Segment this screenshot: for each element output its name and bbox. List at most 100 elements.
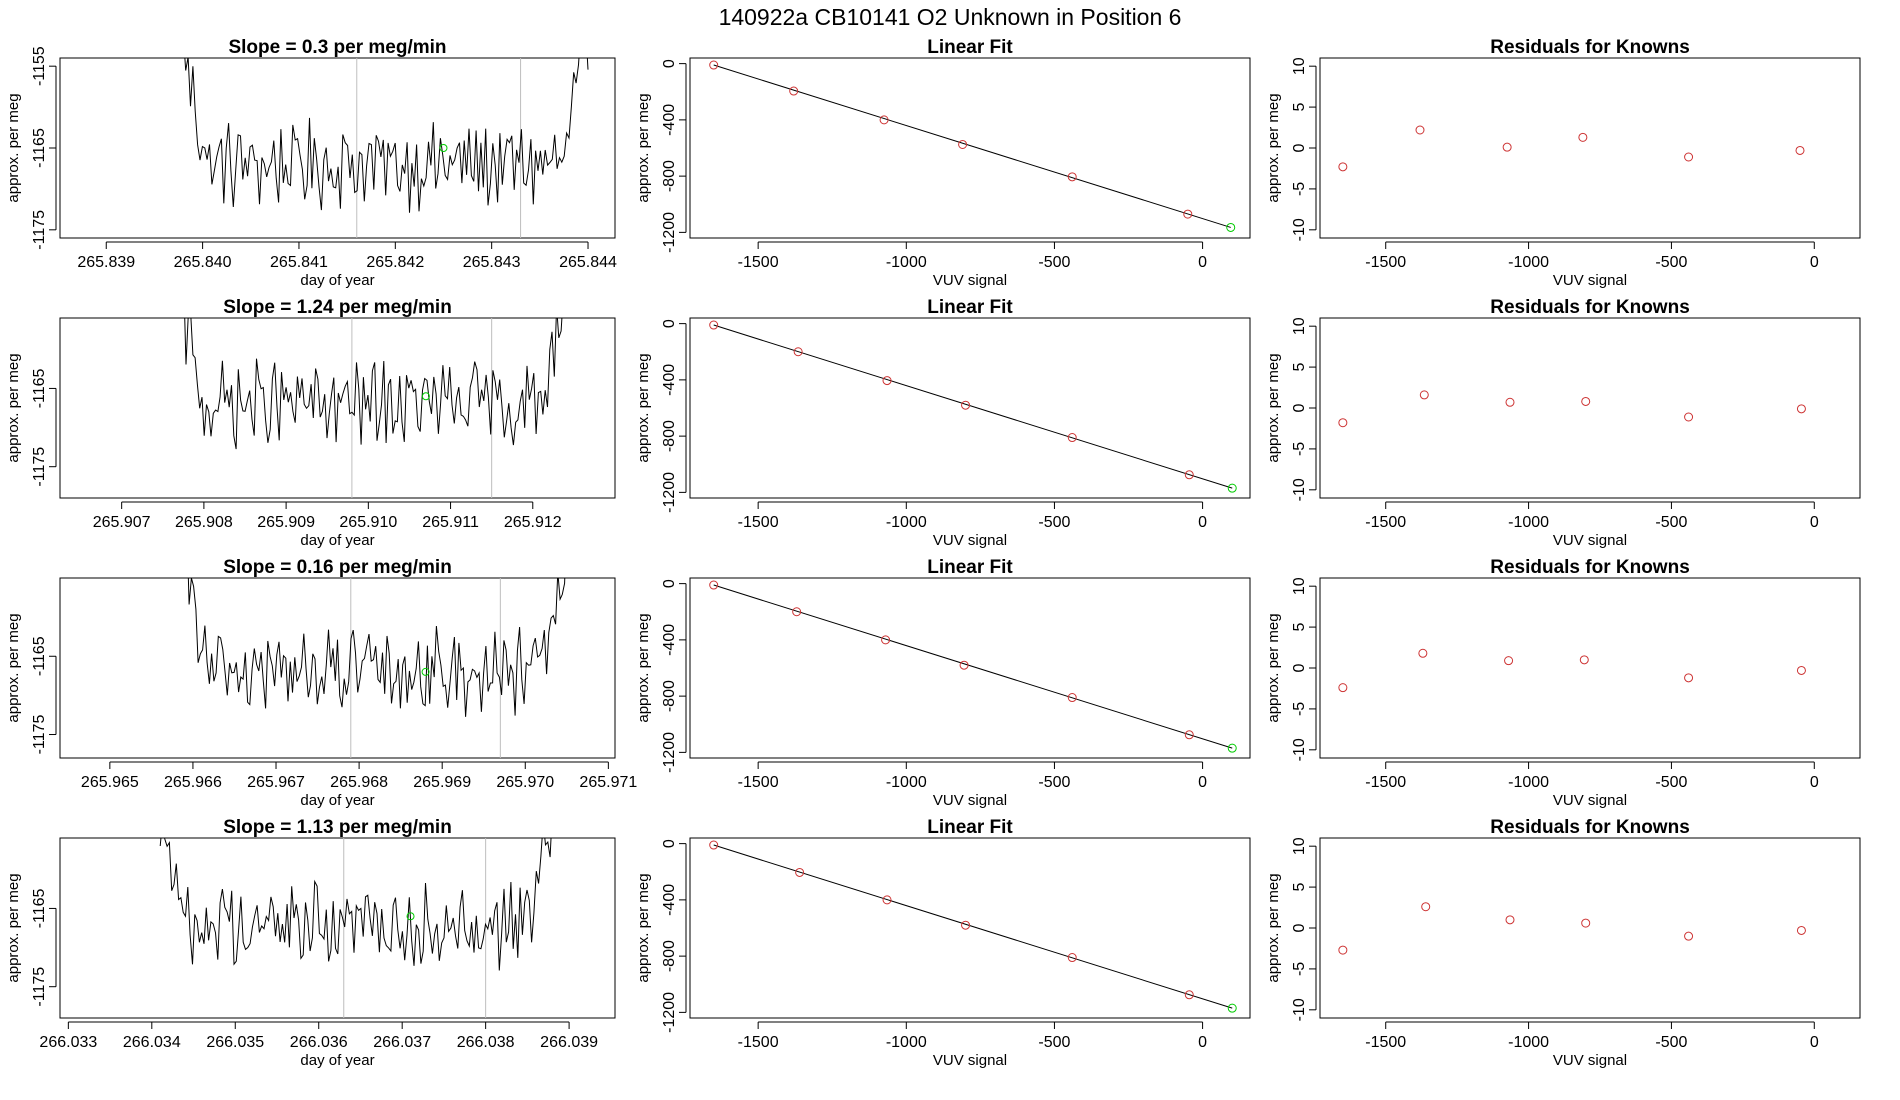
plot-area (709, 580, 1237, 753)
x-tick-label: -500 (1038, 774, 1070, 791)
known-point (1684, 152, 1694, 162)
x-tick-label: 265.839 (77, 254, 135, 271)
known-point (1505, 915, 1515, 925)
known-point (1418, 648, 1428, 658)
y-tick-label: 0 (1291, 403, 1308, 412)
known-point (793, 347, 803, 357)
x-axis-label: VUV signal (933, 532, 1007, 549)
y-axis-label: approx. per meg (635, 353, 652, 462)
y-axis-label: approx. per meg (5, 93, 22, 202)
known-point (961, 920, 971, 930)
chart-fit4: Linear Fit -1500 -1000 -500 0 VUV signal 0 -400… (635, 817, 1251, 1069)
x-tick-label: 265.967 (247, 774, 305, 791)
unknown-marker-point (439, 144, 448, 152)
x-tick-label: -1000 (1508, 1034, 1549, 1051)
known-point (795, 867, 805, 877)
known-point (1795, 145, 1805, 155)
known-point (958, 139, 968, 149)
y-axis-label: approx. per meg (5, 353, 22, 462)
x-tick-label: 265.907 (93, 514, 151, 531)
x-tick-label: -1500 (1365, 514, 1406, 531)
known-point (1419, 390, 1429, 400)
x-tick-label: 266.033 (39, 1034, 97, 1051)
chart-fit3: Linear Fit -1500 -1000 -500 0 VUV signal 0 -400… (635, 557, 1251, 809)
plot-frame (1319, 577, 1861, 759)
plot-frame (689, 57, 1251, 239)
x-tick-label: 0 (1810, 774, 1819, 791)
plot-area (1338, 648, 1806, 693)
chart-title: Linear Fit (927, 817, 1013, 838)
x-tick-label: 0 (1198, 514, 1207, 531)
x-tick-label: 265.843 (463, 254, 521, 271)
known-point (1067, 953, 1077, 963)
x-tick-label: 265.970 (496, 774, 554, 791)
x-tick-label: -1000 (886, 1034, 927, 1051)
x-tick-label: -500 (1038, 254, 1070, 271)
y-tick-label: -10 (1291, 738, 1308, 761)
y-tick-label: -800 (661, 160, 678, 192)
x-tick-label: 265.966 (164, 774, 222, 791)
timeseries-trace (184, 318, 563, 450)
known-point (1796, 404, 1806, 414)
y-tick-label: 0 (1291, 143, 1308, 152)
x-tick-label: 265.908 (175, 514, 233, 531)
known-point (1184, 990, 1194, 1000)
chart-fit2: Linear Fit -1500 -1000 -500 0 VUV signal 0 -400… (635, 297, 1251, 549)
chart-title: Slope = 0.16 per meg/min (223, 557, 452, 578)
y-axis-label: approx. per meg (1265, 353, 1282, 462)
known-point (1183, 209, 1193, 219)
y-tick-label: 10 (1291, 837, 1308, 855)
y-tick-label: -1200 (661, 472, 678, 513)
chart-title: Slope = 1.24 per meg/min (223, 297, 452, 318)
plot-frame (1319, 57, 1861, 239)
chart-title: Residuals for Knowns (1490, 817, 1690, 838)
y-tick-label: 5 (1291, 103, 1308, 112)
x-tick-label: 266.037 (373, 1034, 431, 1051)
y-tick-label: 0 (661, 579, 678, 588)
fit-line (713, 64, 1231, 228)
chart-title: Residuals for Knowns (1490, 557, 1690, 578)
y-tick-label: 0 (661, 59, 678, 68)
plot-area (184, 318, 563, 498)
x-tick-label: 265.909 (257, 514, 315, 531)
known-point (959, 660, 969, 670)
y-tick-label: -800 (661, 680, 678, 712)
chart-ts2: Slope = 1.24 per meg/min 265.907 265.908 26… (5, 297, 616, 549)
known-point (1796, 925, 1806, 935)
known-point (1504, 656, 1514, 666)
x-tick-label: 265.912 (504, 514, 562, 531)
known-point (1338, 683, 1348, 693)
chart-res2: Residuals for Knowns -1500 -1000 -500 0 VUV s… (1265, 297, 1861, 549)
x-tick-label: -1000 (886, 514, 927, 531)
y-axis-label: approx. per meg (1265, 873, 1282, 982)
known-point (881, 635, 891, 645)
y-tick-label: -400 (661, 884, 678, 916)
x-tick-label: -500 (1655, 774, 1687, 791)
panel-grid: Slope = 0.3 per meg/min 265.839 265.840 265… (5, 37, 1861, 1069)
y-axis-label: approx. per meg (635, 873, 652, 982)
chart-title: Linear Fit (927, 557, 1013, 578)
x-tick-label: 265.965 (81, 774, 139, 791)
x-tick-label: -1000 (886, 254, 927, 271)
y-tick-label: -1165 (31, 636, 48, 676)
x-tick-label: 266.038 (457, 1034, 515, 1051)
fit-line (713, 844, 1233, 1009)
fit-line (713, 324, 1233, 489)
y-tick-label: 0 (1291, 663, 1308, 672)
y-tick-label: -5 (1291, 442, 1308, 456)
y-tick-label: 5 (1291, 363, 1308, 372)
known-point (1421, 902, 1431, 912)
x-tick-label: 0 (1810, 1034, 1819, 1051)
x-tick-label: 265.842 (366, 254, 424, 271)
chart-ts4: Slope = 1.13 per meg/min 266.033 266.034 26… (5, 817, 616, 1069)
plot-area (1338, 390, 1806, 428)
x-axis-label: day of year (300, 532, 374, 549)
unknown-point (1227, 743, 1237, 753)
plot-frame (689, 837, 1251, 1019)
y-tick-label: -400 (661, 104, 678, 136)
y-tick-label: -1175 (31, 447, 48, 487)
x-axis-label: VUV signal (933, 272, 1007, 289)
x-tick-label: -1000 (1508, 514, 1549, 531)
x-tick-label: 0 (1198, 1034, 1207, 1051)
x-axis-label: VUV signal (1553, 792, 1627, 809)
